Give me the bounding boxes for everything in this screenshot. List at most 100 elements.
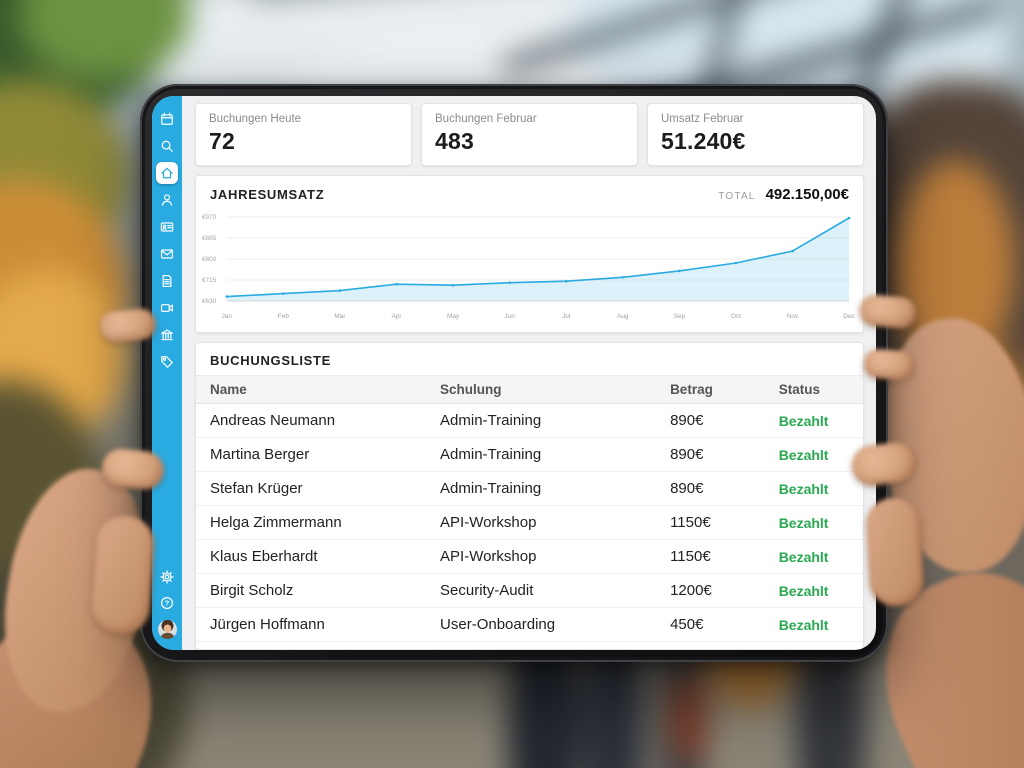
sidebar-item-help[interactable]: ? [156, 592, 178, 614]
svg-text:May: May [447, 313, 460, 320]
sidebar-item-finance[interactable] [156, 324, 178, 346]
stat-cards-row: Buchungen Heute 72 Buchungen Februar 483… [195, 103, 864, 166]
cell-amount: 450€ [670, 616, 704, 633]
bookings-panel: BUCHUNGSLISTE Name Schulung Betrag Status A… [195, 342, 864, 650]
user-icon [161, 194, 173, 206]
stat-card: Umsatz Februar 51.240€ [647, 103, 864, 166]
svg-text:Oct: Oct [731, 313, 741, 320]
sidebar-item-profile[interactable] [156, 618, 178, 640]
left-hand-edge [89, 514, 157, 636]
sidebar-item-settings[interactable] [156, 566, 178, 588]
svg-text:Jun: Jun [504, 313, 515, 320]
calendar-icon [161, 112, 173, 125]
svg-text:€885: €885 [202, 235, 217, 242]
column-header-betrag: Betrag [670, 382, 713, 397]
table-row[interactable]: Stefan Krüger Admin-Training 890€ Bezahl… [196, 472, 863, 506]
sidebar-top-group [156, 108, 178, 373]
table-row[interactable]: Helga Zimmermann API-Workshop 1150€ Beza… [196, 506, 863, 540]
cell-status: Bezahlt [778, 548, 829, 565]
stat-value: 72 [209, 128, 235, 154]
sidebar-item-mail[interactable] [156, 243, 178, 265]
search-icon [161, 140, 173, 152]
app-screen: ? Buchungen Heute 72 Buchungen Februar 4… [152, 96, 876, 650]
tag-icon [161, 356, 173, 368]
tablet-device: ? Buchungen Heute 72 Buchungen Februar 4… [140, 84, 888, 662]
right-hand-edge [865, 496, 925, 608]
right-index-fingertip [858, 293, 918, 330]
table-row[interactable]: Andreas Neumann Admin-Training 890€ Beza… [196, 404, 863, 438]
revenue-panel: JAHRESUMSATZ TOTAL 492.150,00€ €970 €885 €… [195, 175, 864, 333]
sidebar-item-home[interactable] [156, 162, 178, 184]
total-label: TOTAL [718, 191, 756, 202]
svg-text:€800: €800 [202, 256, 217, 263]
revenue-area-chart: €970 €885 €800 €715 €630 Jan Feb Mar Apr May Jun Ju… [202, 214, 856, 320]
bank-icon [161, 329, 173, 341]
svg-text:Nov: Nov [787, 313, 799, 320]
column-header-name: Name [210, 382, 247, 397]
chart-title: JAHRESUMSATZ [210, 187, 325, 202]
cell-name: Stefan Krüger [210, 480, 303, 497]
sidebar-item-customers[interactable] [156, 189, 178, 211]
svg-text:Jul: Jul [562, 313, 570, 320]
help-icon: ? [160, 596, 174, 610]
svg-text:Sep: Sep [674, 313, 686, 320]
cell-amount: 890€ [670, 480, 704, 497]
document-icon [162, 274, 172, 288]
svg-text:€970: €970 [202, 214, 217, 221]
sidebar-item-contacts[interactable] [156, 216, 178, 238]
cell-amount: 1200€ [670, 582, 712, 599]
table-row[interactable]: Jürgen Hoffmann User-Onboarding 450€ Bez… [196, 608, 863, 642]
cell-amount: 890€ [670, 412, 704, 429]
sidebar-item-documents[interactable] [156, 270, 178, 292]
cell-status: Bezahlt [778, 582, 829, 599]
svg-text:Apr: Apr [391, 313, 402, 320]
sidebar-item-bookings[interactable] [156, 108, 178, 130]
stat-value: 51.240€ [661, 128, 746, 154]
total-value: 492.150,00€ [765, 186, 849, 203]
cell-name: Martina Berger [210, 446, 310, 463]
cell-name: Helga Zimmermann [210, 514, 342, 531]
home-icon [161, 167, 173, 179]
cell-status: Bezahlt [778, 412, 829, 429]
sidebar-bottom-group: ? [156, 566, 178, 640]
sidebar-item-tags[interactable] [156, 351, 178, 373]
bg-person [668, 670, 710, 765]
cell-name: Andreas Neumann [210, 412, 336, 429]
svg-text:Jan: Jan [222, 313, 233, 320]
stat-label: Buchungen Februar [435, 113, 537, 125]
video-icon [160, 304, 174, 312]
chart-total: TOTAL 492.150,00€ [718, 186, 849, 203]
cell-training: User-Onboarding [440, 616, 556, 633]
cell-status: Bezahlt [778, 514, 829, 531]
cell-name: Klaus Eberhardt [210, 548, 318, 565]
stat-label: Umsatz Februar [661, 113, 744, 125]
gear-icon [160, 570, 174, 584]
svg-text:Feb: Feb [278, 313, 290, 320]
right-middle-fingertip [862, 347, 916, 382]
cell-status: Bezahlt [778, 480, 829, 497]
cell-training: Admin-Training [440, 446, 542, 463]
svg-text:€715: €715 [202, 277, 217, 284]
sidebar-item-search[interactable] [156, 135, 178, 157]
main-content: Buchungen Heute 72 Buchungen Februar 483… [182, 96, 876, 650]
cell-amount: 1150€ [670, 514, 711, 531]
cell-training: API-Workshop [440, 514, 537, 531]
table-header-row: Name Schulung Betrag Status [196, 375, 863, 404]
cell-amount: 1150€ [670, 548, 711, 565]
cell-name: Birgit Scholz [210, 582, 294, 599]
cell-training: Security-Audit [440, 582, 534, 599]
table-row[interactable]: Klaus Eberhardt API-Workshop 1150€ Bezah… [196, 540, 863, 574]
sidebar-item-videos[interactable] [156, 297, 178, 319]
table-row[interactable]: Birgit Scholz Security-Audit 1200€ Bezah… [196, 574, 863, 608]
stat-label: Buchungen Heute [209, 113, 302, 125]
table-row[interactable]: Martina Berger Admin-Training 890€ Bezah… [196, 438, 863, 472]
cell-name: Jürgen Hoffmann [210, 616, 325, 633]
svg-text:€630: €630 [202, 298, 217, 305]
cell-status: Bezahlt [778, 616, 829, 633]
stat-value: 483 [435, 128, 474, 154]
cell-training: API-Workshop [440, 548, 537, 565]
stat-card: Buchungen Februar 483 [421, 103, 638, 166]
revenue-chart: €970 €885 €800 €715 €630 Jan Feb Mar Apr May Jun Ju… [196, 205, 863, 332]
svg-text:?: ? [165, 599, 170, 608]
